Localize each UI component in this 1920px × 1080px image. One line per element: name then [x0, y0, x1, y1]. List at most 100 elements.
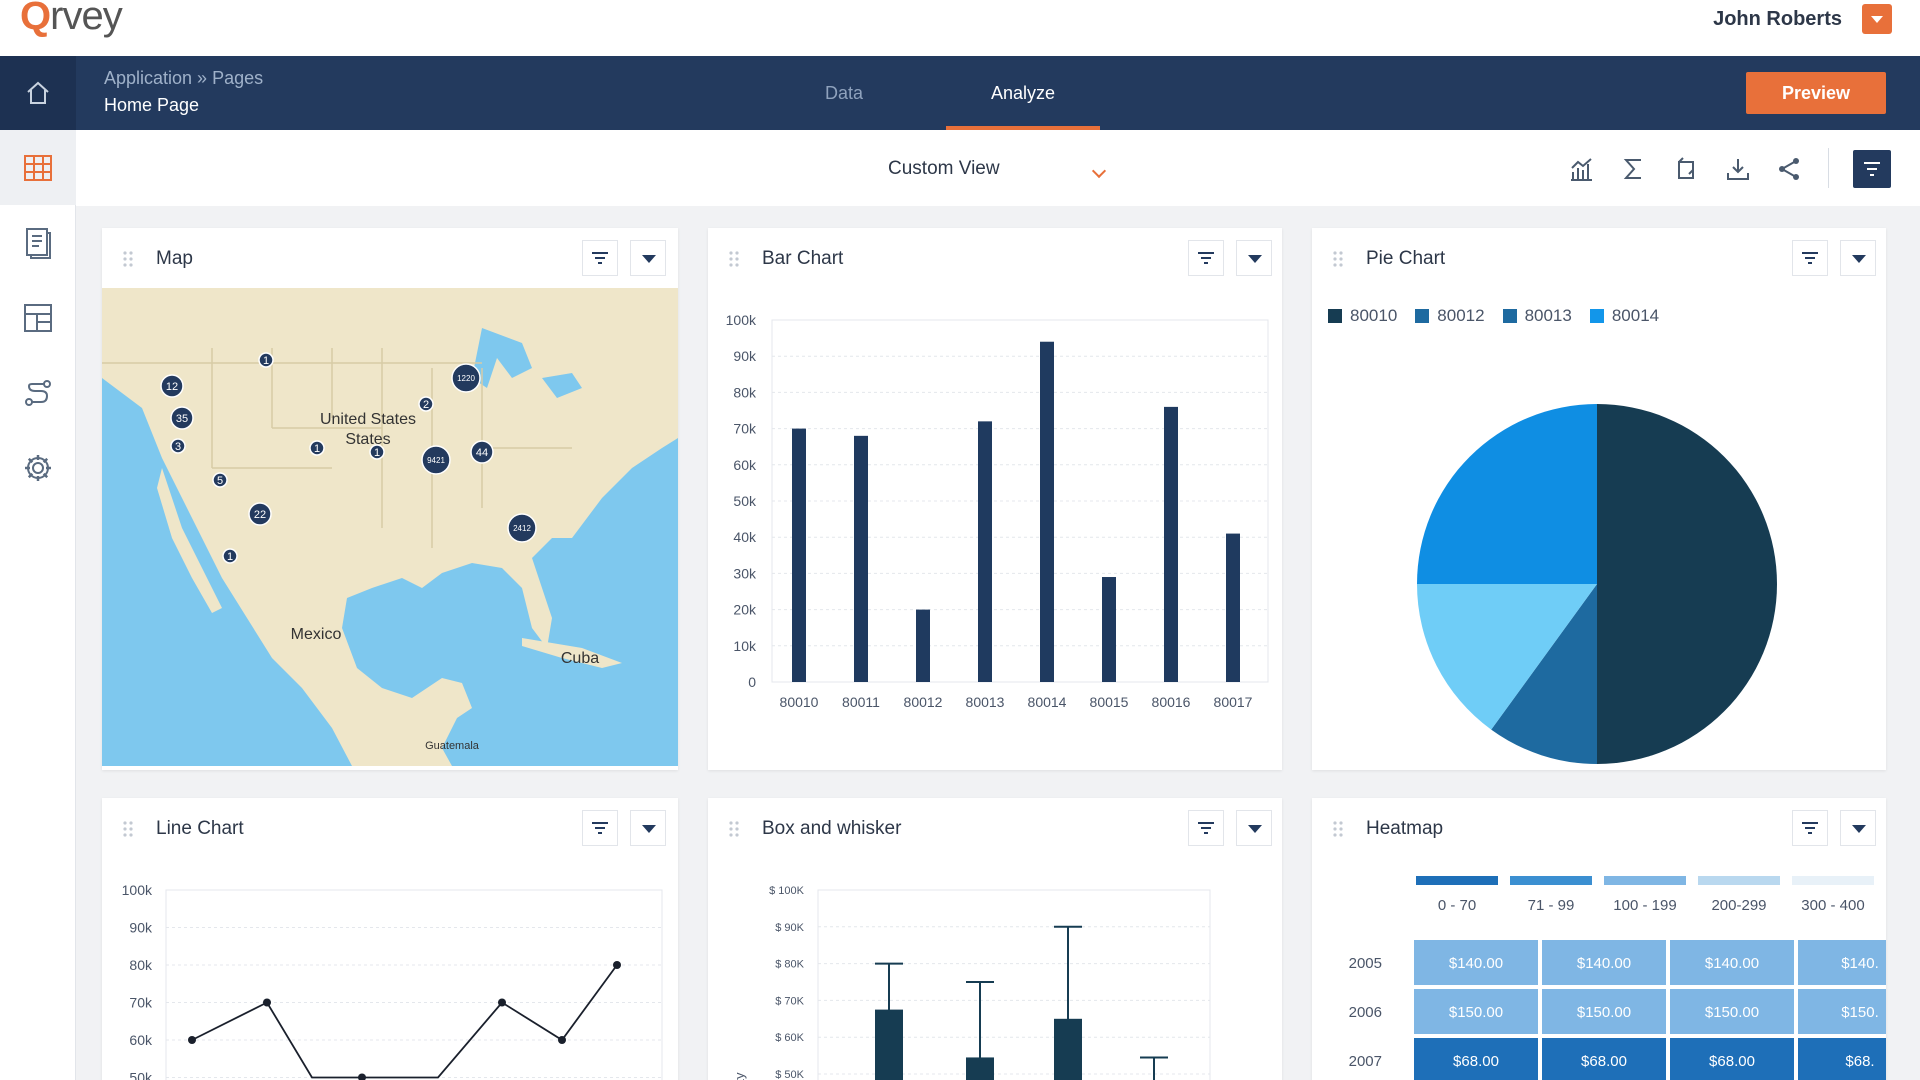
- y-tick-label: $ 80K: [775, 959, 804, 971]
- user-name[interactable]: John Roberts: [1713, 8, 1842, 30]
- drag-handle-icon[interactable]: [1332, 820, 1344, 838]
- map-canvas[interactable]: United States States Mexico Cuba Guatema…: [102, 288, 678, 766]
- sidebar-item-settings[interactable]: [0, 430, 76, 505]
- drag-handle-icon[interactable]: [728, 820, 740, 838]
- map-marker[interactable]: 44: [470, 440, 494, 464]
- heat-cell[interactable]: $140.00: [1542, 940, 1666, 985]
- sidebar-item-workflow[interactable]: [0, 355, 76, 430]
- y-tick-label: 20k: [733, 602, 757, 618]
- panel-menu-button[interactable]: [1840, 810, 1876, 846]
- heat-cell[interactable]: $68.: [1798, 1038, 1886, 1080]
- tab-analyze[interactable]: Analyze: [946, 56, 1100, 130]
- map-marker[interactable]: 1220: [451, 363, 481, 393]
- breadcrumb-path[interactable]: Application » Pages: [104, 68, 264, 88]
- heat-cell[interactable]: $140.: [1798, 940, 1886, 985]
- map-marker[interactable]: 2412: [507, 513, 537, 543]
- panel-menu-button[interactable]: [1840, 240, 1876, 276]
- sigma-icon[interactable]: [1621, 156, 1647, 182]
- pie-slice[interactable]: [1417, 404, 1597, 584]
- map-marker[interactable]: 1: [309, 440, 325, 456]
- box-plot[interactable]: [875, 962, 903, 1080]
- heat-cell[interactable]: $140.00: [1670, 940, 1794, 985]
- legend-item[interactable]: 80013: [1502, 306, 1572, 326]
- home-button[interactable]: [0, 56, 76, 130]
- legend-item[interactable]: 80012: [1415, 306, 1485, 326]
- drag-handle-icon[interactable]: [728, 250, 740, 268]
- user-menu-button[interactable]: [1862, 4, 1892, 34]
- bar[interactable]: [1226, 533, 1240, 682]
- heat-cell[interactable]: $140.00: [1414, 940, 1538, 985]
- panel-menu-button[interactable]: [1236, 810, 1272, 846]
- custom-view-select[interactable]: Custom View: [888, 158, 1000, 179]
- heat-cell[interactable]: $68.00: [1670, 1038, 1794, 1080]
- map-marker[interactable]: 12: [160, 374, 184, 398]
- line-point[interactable]: [558, 1036, 566, 1044]
- heat-cell[interactable]: $68.00: [1542, 1038, 1666, 1080]
- pie-slice[interactable]: [1417, 584, 1597, 730]
- heat-cell[interactable]: $150.: [1798, 989, 1886, 1034]
- bar[interactable]: [854, 435, 868, 682]
- panel-filter-button[interactable]: [582, 240, 618, 276]
- line-point[interactable]: [188, 1036, 196, 1044]
- map-marker[interactable]: 35: [170, 406, 194, 430]
- line-point[interactable]: [498, 998, 506, 1007]
- panel-menu-button[interactable]: [630, 810, 666, 846]
- pie-slice[interactable]: [1597, 404, 1777, 764]
- map-marker[interactable]: 3: [170, 438, 186, 454]
- legend-item[interactable]: 80014: [1589, 306, 1659, 326]
- pie-slice[interactable]: [1491, 584, 1597, 764]
- panel-filter-button[interactable]: [1792, 240, 1828, 276]
- bar[interactable]: [1102, 577, 1116, 682]
- sidebar-item-document[interactable]: [0, 205, 76, 280]
- map-marker[interactable]: 2: [418, 396, 434, 412]
- panel-filter-button[interactable]: [1188, 240, 1224, 276]
- tab-data[interactable]: Data: [824, 83, 864, 103]
- map-marker[interactable]: 9421: [421, 445, 451, 475]
- panel-menu-button[interactable]: [630, 240, 666, 276]
- line-point[interactable]: [263, 998, 271, 1007]
- map-marker-label: 3: [175, 441, 181, 453]
- heat-cell[interactable]: $150.00: [1542, 989, 1666, 1034]
- sidebar-item-grid[interactable]: [0, 130, 76, 205]
- legend-item[interactable]: 80010: [1328, 306, 1397, 326]
- filter-panel-button[interactable]: [1853, 150, 1891, 188]
- sidebar-item-layout[interactable]: [0, 280, 76, 355]
- box-plot[interactable]: [966, 981, 994, 1080]
- map-marker[interactable]: 1: [258, 352, 274, 368]
- box-plot[interactable]: [1140, 1056, 1168, 1080]
- panel-title: Heatmap: [1366, 818, 1444, 839]
- legend-label: 80013: [1524, 306, 1572, 325]
- chart-analytics-icon[interactable]: [1568, 156, 1594, 182]
- heat-cell[interactable]: $150.00: [1414, 989, 1538, 1034]
- bar[interactable]: [792, 428, 806, 682]
- drag-handle-icon[interactable]: [122, 250, 134, 268]
- line-point[interactable]: [358, 1073, 366, 1080]
- panel-filter-button[interactable]: [582, 810, 618, 846]
- panel-menu-button[interactable]: [1236, 240, 1272, 276]
- download-icon[interactable]: [1725, 156, 1751, 182]
- map-view[interactable]: United States States Mexico Cuba Guatema…: [102, 288, 678, 770]
- bar[interactable]: [1040, 341, 1054, 682]
- line-point[interactable]: [613, 961, 621, 969]
- chevron-down-icon[interactable]: [1091, 163, 1107, 179]
- map-marker[interactable]: 1: [369, 444, 385, 460]
- panel-filter-button[interactable]: [1188, 810, 1224, 846]
- heat-cell[interactable]: $68.00: [1414, 1038, 1538, 1080]
- y-tick-label: $ 60K: [775, 1032, 804, 1044]
- map-marker[interactable]: 1: [222, 548, 238, 564]
- share-icon[interactable]: [1776, 156, 1802, 182]
- box-plot[interactable]: [1054, 925, 1082, 1080]
- map-marker[interactable]: 5: [212, 472, 228, 488]
- bar[interactable]: [1164, 406, 1178, 682]
- drag-handle-icon[interactable]: [1332, 250, 1344, 268]
- rotate-icon[interactable]: [1673, 156, 1699, 182]
- bar[interactable]: [916, 609, 930, 682]
- heat-cell[interactable]: $150.00: [1670, 989, 1794, 1034]
- panel-filter-button[interactable]: [1792, 810, 1828, 846]
- heat-cell-value: $68.00: [1709, 1053, 1755, 1070]
- preview-button[interactable]: Preview: [1746, 72, 1886, 114]
- map-marker[interactable]: 22: [248, 502, 272, 526]
- bar[interactable]: [978, 421, 992, 682]
- drag-handle-icon[interactable]: [122, 820, 134, 838]
